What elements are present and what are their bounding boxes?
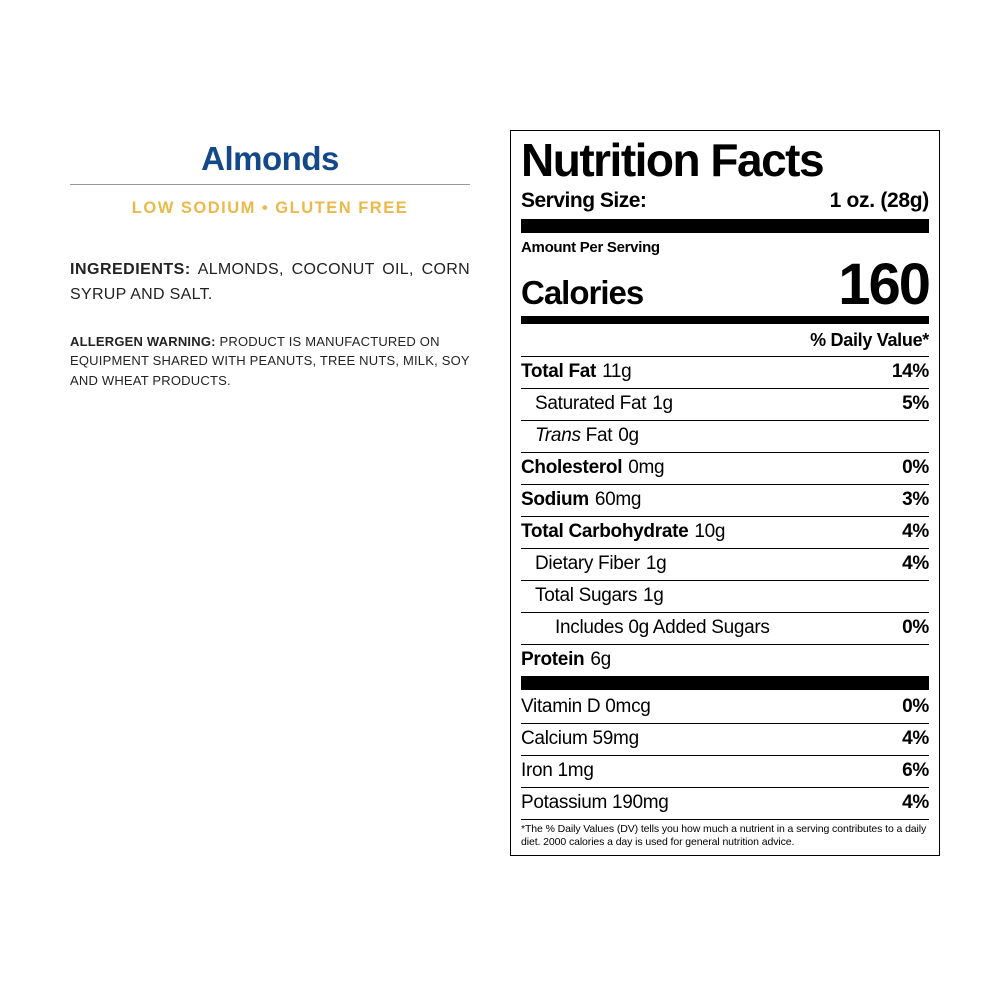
nf-footnote: *The % Daily Values (DV) tells you how m… [521, 819, 929, 851]
nf-serving-label: Serving Size: [521, 189, 646, 213]
nf-nutrient-pct: 0% [902, 617, 929, 639]
nf-bar-med [521, 316, 929, 324]
nf-vitamin-row: Iron 1mg 6% [521, 755, 929, 787]
nf-serving-row: Serving Size: 1 oz. (28g) [521, 185, 929, 219]
product-title: Almonds [70, 140, 470, 184]
nf-vitamin-rows: Vitamin D 0mcg 0% Calcium 59mg 4% Iron 1mg 6%… [521, 690, 929, 819]
nf-vitamin-name: Vitamin D 0mcg [521, 696, 651, 718]
nf-nutrient-amount: 0g [618, 425, 639, 447]
product-info-column: Almonds LOW SODIUM • GLUTEN FREE INGREDI… [70, 130, 470, 856]
nf-bar-thick-2 [521, 676, 929, 690]
nf-vitamin-row: Vitamin D 0mcg 0% [521, 690, 929, 723]
nf-nutrient-row: Includes 0g Added Sugars 0% [521, 612, 929, 644]
ingredients-block: INGREDIENTS: ALMONDS, COCONUT OIL, CORN … [70, 258, 470, 308]
nf-nutrient-amount: 0mg [628, 457, 664, 479]
nf-nutrient-amount: 10g [694, 521, 725, 543]
nf-nutrient-row: Total Sugars 1g [521, 580, 929, 612]
nf-nutrient-pct: 3% [902, 489, 929, 511]
nf-nutrient-name: Sodium [521, 489, 589, 511]
nf-nutrient-row: Protein 6g [521, 644, 929, 676]
nf-nutrient-pct: 4% [902, 553, 929, 575]
allergen-block: ALLERGEN WARNING: PRODUCT IS MANUFACTURE… [70, 332, 470, 391]
nf-vitamin-pct: 4% [902, 792, 929, 814]
nf-nutrient-name: Saturated Fat [535, 393, 646, 415]
nf-nutrient-left: Includes 0g Added Sugars [555, 617, 770, 639]
nf-nutrient-row: Trans Fat 0g [521, 420, 929, 452]
nf-calories-row: Calories 160 [521, 256, 929, 316]
nf-dv-header: % Daily Value* [521, 324, 929, 356]
nf-nutrient-name: Protein [521, 649, 584, 671]
nf-nutrient-pct: 4% [902, 521, 929, 543]
nf-nutrient-left: Cholesterol 0mg [521, 457, 664, 479]
nf-nutrient-amount: 6g [590, 649, 611, 671]
nf-nutrient-row: Sodium 60mg 3% [521, 484, 929, 516]
nf-nutrient-rows: Total Fat 11g 14% Saturated Fat 1g 5% Trans … [521, 356, 929, 676]
title-divider [70, 184, 470, 185]
nf-nutrient-amount: 1g [643, 585, 664, 607]
nf-vitamin-name: Iron 1mg [521, 760, 594, 782]
nf-title: Nutrition Facts [521, 137, 929, 185]
nf-nutrient-row: Saturated Fat 1g 5% [521, 388, 929, 420]
nf-calories-value: 160 [838, 256, 929, 314]
nf-nutrient-left: Trans Fat 0g [535, 425, 639, 447]
nf-nutrient-amount: 1g [652, 393, 673, 415]
nf-nutrient-name: Dietary Fiber [535, 553, 640, 575]
nf-nutrient-amount: 11g [602, 361, 631, 383]
nf-nutrient-name: Includes 0g Added Sugars [555, 617, 770, 639]
nf-nutrient-left: Total Fat 11g [521, 361, 631, 383]
nutrition-facts-panel: Nutrition Facts Serving Size: 1 oz. (28g… [510, 130, 940, 856]
nf-nutrient-amount: 1g [646, 553, 667, 575]
page-container: Almonds LOW SODIUM • GLUTEN FREE INGREDI… [0, 0, 1000, 906]
allergen-label: ALLERGEN WARNING: [70, 334, 216, 349]
nf-bar-thick [521, 219, 929, 233]
nf-nutrient-name: Total Carbohydrate [521, 521, 688, 543]
nf-vitamin-pct: 4% [902, 728, 929, 750]
nf-nutrient-pct: 14% [892, 361, 929, 383]
nf-vitamin-name: Calcium 59mg [521, 728, 639, 750]
nf-nutrient-row: Total Carbohydrate 10g 4% [521, 516, 929, 548]
nf-nutrient-left: Total Sugars 1g [535, 585, 664, 607]
product-claims: LOW SODIUM • GLUTEN FREE [70, 199, 470, 218]
nf-nutrient-left: Saturated Fat 1g [535, 393, 673, 415]
nf-nutrient-pct: 0% [902, 457, 929, 479]
nf-nutrient-row: Total Fat 11g 14% [521, 356, 929, 388]
nf-nutrient-left: Sodium 60mg [521, 489, 641, 511]
nf-nutrient-name: Cholesterol [521, 457, 622, 479]
nf-vitamin-name: Potassium 190mg [521, 792, 669, 814]
nf-nutrient-name: Total Fat [521, 361, 596, 383]
nf-trans-italic: Trans [535, 425, 581, 446]
ingredients-label: INGREDIENTS: [70, 261, 191, 278]
nf-nutrient-left: Protein 6g [521, 649, 611, 671]
nf-vitamin-pct: 0% [902, 696, 929, 718]
nf-vitamin-row: Potassium 190mg 4% [521, 787, 929, 819]
nf-nutrient-name: Total Sugars [535, 585, 637, 607]
nf-vitamin-row: Calcium 59mg 4% [521, 723, 929, 755]
nf-nutrient-row: Dietary Fiber 1g 4% [521, 548, 929, 580]
nf-nutrient-name: Trans Fat [535, 425, 612, 447]
nf-nutrient-left: Total Carbohydrate 10g [521, 521, 725, 543]
nf-nutrient-pct: 5% [902, 393, 929, 415]
nf-nutrient-row: Cholesterol 0mg 0% [521, 452, 929, 484]
nutrition-column: Nutrition Facts Serving Size: 1 oz. (28g… [510, 130, 940, 856]
nf-vitamin-pct: 6% [902, 760, 929, 782]
nf-calories-label: Calories [521, 274, 643, 312]
nf-serving-value: 1 oz. (28g) [830, 189, 929, 213]
nf-nutrient-amount: 60mg [595, 489, 641, 511]
nf-nutrient-left: Dietary Fiber 1g [535, 553, 666, 575]
